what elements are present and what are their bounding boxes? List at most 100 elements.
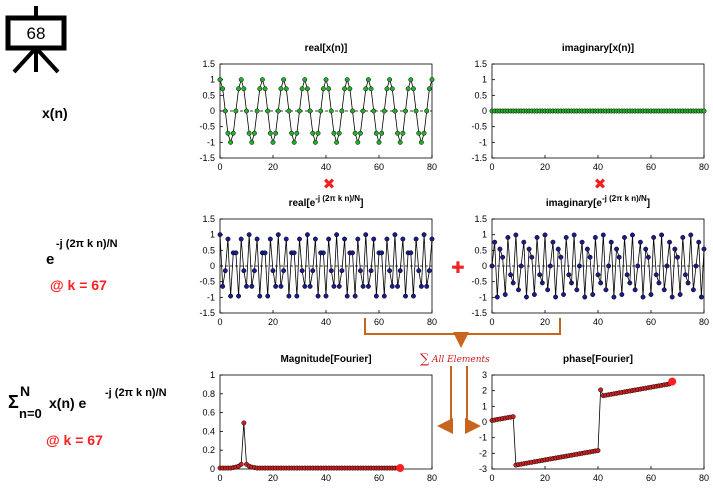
- data-point: [561, 292, 566, 297]
- y-tick-label: 0.5: [202, 90, 215, 100]
- data-point: [389, 86, 395, 92]
- x-tick-label: 20: [268, 162, 278, 172]
- data-point: [384, 236, 390, 242]
- data-point: [334, 139, 340, 145]
- data-point: [529, 254, 535, 260]
- data-point: [667, 239, 672, 245]
- y-tick-label: 0: [210, 106, 215, 116]
- x-tick-label: 60: [646, 162, 656, 172]
- data-point: [355, 139, 361, 145]
- y-tick-label: 1.5: [202, 59, 215, 69]
- data-point: [286, 293, 292, 299]
- data-point: [246, 130, 252, 136]
- data-point: [262, 86, 268, 92]
- chart-real-kernel: real[e-j (2π k n)/N]1.510.50-0.5-1-1.50 2…: [199, 194, 437, 327]
- data-point: [376, 139, 382, 145]
- data-point: [225, 236, 231, 242]
- data-point: [312, 236, 318, 242]
- data-point: [283, 86, 289, 92]
- data-point: [368, 86, 374, 92]
- y-tick-label: 2: [482, 386, 487, 396]
- data-point: [558, 254, 564, 260]
- data-point: [342, 236, 347, 242]
- data-point: [426, 268, 432, 274]
- data-point: [310, 130, 316, 136]
- sum-all-elements-label: All Elements: [431, 355, 490, 365]
- data-point: [600, 232, 606, 238]
- data-point: [252, 268, 257, 274]
- x-tick-label: 60: [374, 317, 384, 327]
- data-point: [387, 77, 393, 83]
- data-point: [278, 86, 284, 92]
- data-point: [395, 130, 400, 136]
- data-point: [635, 263, 641, 269]
- data-point: [518, 263, 524, 269]
- y-tick-label: 0: [482, 106, 487, 116]
- data-point: [220, 86, 226, 92]
- chart-title: imaginary[e-j (2π k n)/N]: [546, 194, 650, 209]
- data-point: [542, 232, 548, 238]
- data-point: [220, 283, 226, 289]
- data-point: [616, 254, 622, 260]
- sum-lower-limit: n=0: [19, 406, 42, 421]
- x-tick-label: 40: [321, 162, 331, 172]
- x-tick-label: 0: [489, 162, 494, 172]
- data-point: [241, 268, 247, 274]
- data-point: [408, 77, 414, 83]
- data-point: [531, 292, 537, 297]
- data-point: [358, 130, 363, 136]
- data-point: [614, 246, 619, 252]
- data-point: [360, 283, 366, 289]
- data-point: [395, 283, 400, 289]
- data-point: [680, 235, 686, 240]
- data-point: [286, 108, 292, 114]
- data-point: [524, 294, 529, 300]
- x-tick-label: 0: [489, 473, 494, 483]
- data-point: [331, 130, 337, 136]
- k-value-bottom: @ k = 67: [46, 432, 103, 448]
- data-point: [584, 246, 590, 252]
- multiply-icon-left: ✖: [323, 175, 336, 193]
- data-point: [640, 294, 646, 300]
- data-point: [328, 108, 334, 114]
- data-point: [622, 235, 627, 240]
- data-point: [336, 130, 342, 136]
- slide-number: 68: [27, 24, 46, 43]
- data-point: [331, 283, 337, 289]
- y-tick-label: 1: [210, 370, 215, 380]
- data-point: [302, 283, 308, 289]
- data-point: [683, 272, 688, 278]
- data-point: [270, 139, 276, 145]
- data-point: [265, 108, 271, 114]
- x-tick-label: 60: [374, 473, 384, 483]
- data-point: [555, 246, 561, 252]
- data-point: [350, 250, 355, 256]
- plot-frame: [219, 374, 433, 470]
- data-point: [400, 236, 406, 242]
- data-point: [624, 272, 630, 278]
- data-point: [228, 139, 234, 145]
- data-point: [416, 130, 422, 136]
- data-point: [294, 130, 300, 136]
- plot-frame: [491, 374, 705, 470]
- data-point: [305, 86, 310, 92]
- y-tick-label: -0.5: [471, 277, 487, 287]
- x-tick-label: 0: [217, 473, 222, 483]
- x-tick-label: 40: [593, 473, 603, 483]
- data-point: [411, 293, 416, 299]
- data-point: [320, 250, 326, 256]
- data-point: [355, 236, 361, 242]
- data-point: [606, 263, 612, 269]
- data-point: [273, 283, 279, 289]
- x-tick-label: 80: [427, 317, 437, 327]
- data-point: [627, 280, 633, 286]
- data-point: [302, 77, 308, 83]
- data-point: [526, 246, 532, 252]
- data-point: [347, 86, 353, 92]
- sum-sigma: Σ: [8, 392, 19, 412]
- series-line: [220, 422, 401, 469]
- data-point: [289, 130, 294, 136]
- data-point: [267, 236, 273, 242]
- data-point: [619, 292, 625, 297]
- data-point: [547, 263, 553, 269]
